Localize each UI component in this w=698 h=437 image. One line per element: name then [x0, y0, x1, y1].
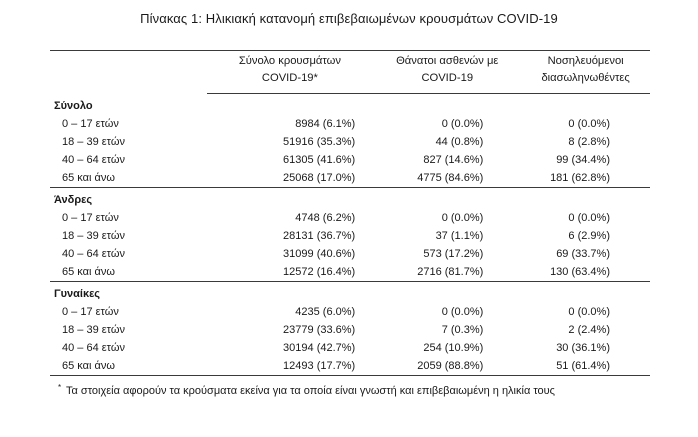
cases-cell: 25068 (17.0%): [283, 172, 356, 184]
table-row: 65 και άνω 12572 (16.4%) 2716 (81.7%) 13…: [50, 263, 650, 282]
cases-cell: 12572 (16.4%): [283, 266, 356, 278]
deaths-cell: 573 (17.2%): [423, 248, 484, 260]
deaths-cell: 4775 (84.6%): [417, 172, 484, 184]
header-cases-line1: Σύνολο κρουσμάτων: [238, 55, 341, 67]
table-title: Πίνακας 1: Ηλικιακή κατανομή επιβεβαιωμέ…: [140, 11, 558, 26]
footnote: * Τα στοιχεία αφορούν τα κρούσματα εκείν…: [58, 383, 555, 397]
intubated-cell: 51 (61.4%): [521, 357, 650, 376]
group-header-row: Γυναίκες: [50, 281, 650, 303]
deaths-cell: 44 (0.8%): [435, 136, 484, 148]
age-label: 0 – 17 ετών: [62, 306, 119, 318]
table-row: 40 – 64 ετών 61305 (41.6%) 827 (14.6%) 9…: [50, 151, 650, 169]
deaths-cell: 254 (10.9%): [423, 342, 484, 354]
header-deaths-line2: COVID-19: [421, 72, 474, 84]
age-label: 18 – 39 ετών: [62, 136, 125, 148]
deaths-cell: 0 (0.0%): [441, 212, 484, 224]
deaths-cell: 2716 (81.7%): [417, 266, 484, 278]
group-header-row: Άνδρες: [50, 187, 650, 209]
age-label: 0 – 17 ετών: [62, 118, 119, 130]
table-container: Σύνολο κρουσμάτων COVID-19* Θάνατοι ασθε…: [50, 50, 650, 376]
age-label: 65 και άνω: [62, 266, 115, 278]
cases-cell: 12493 (17.7%): [206, 357, 374, 376]
age-label: 0 – 17 ετών: [62, 212, 119, 224]
header-intubated-line2: διασωληνωθέντες: [541, 72, 630, 84]
group-title: Άνδρες: [50, 187, 650, 209]
age-label: 18 – 39 ετών: [62, 324, 125, 336]
group-title: Σύνολο: [54, 99, 93, 112]
group-women: Γυναίκες 0 – 17 ετών 4235 (6.0%) 0 (0.0%…: [50, 281, 650, 376]
table-row: 18 – 39 ετών 23779 (33.6%) 7 (0.3%) 2 (2…: [50, 321, 650, 339]
group-header-row: Σύνολο: [50, 94, 650, 116]
header-intubated-line1: Νοσηλευόμενοι: [547, 55, 624, 67]
footnote-text: Τα στοιχεία αφορούν τα κρούσματα εκείνα …: [65, 385, 555, 397]
table-row: 40 – 64 ετών 30194 (42.7%) 254 (10.9%) 3…: [50, 339, 650, 357]
header-cases: Σύνολο κρουσμάτων COVID-19*: [206, 50, 374, 94]
deaths-cell: 2059 (88.8%): [373, 357, 522, 376]
cases-cell: 23779 (33.6%): [283, 324, 356, 336]
age-label: 40 – 64 ετών: [62, 248, 125, 260]
table-row: 18 – 39 ετών 51916 (35.3%) 44 (0.8%) 8 (…: [50, 133, 650, 151]
intubated-cell: 30 (36.1%): [556, 342, 610, 354]
intubated-cell: 0 (0.0%): [568, 118, 610, 130]
intubated-cell: 0 (0.0%): [568, 306, 610, 318]
cases-cell: 4748 (6.2%): [295, 212, 356, 224]
age-label: 18 – 39 ετών: [62, 230, 125, 242]
table-row: 18 – 39 ετών 28131 (36.7%) 37 (1.1%) 6 (…: [50, 227, 650, 245]
group-title: Γυναίκες: [50, 281, 650, 303]
age-label: 65 και άνω: [50, 357, 207, 376]
intubated-cell: 0 (0.0%): [568, 212, 610, 224]
group-total: Σύνολο 0 – 17 ετών 8984 (6.1%) 0 (0.0%) …: [50, 94, 650, 188]
deaths-cell: 0 (0.0%): [441, 306, 484, 318]
age-label: 65 και άνω: [62, 172, 115, 184]
intubated-cell: 2 (2.4%): [568, 324, 610, 336]
deaths-cell: 7 (0.3%): [441, 324, 484, 336]
header-deaths-line1: Θάνατοι ασθενών με: [396, 55, 499, 67]
age-label: 40 – 64 ετών: [62, 154, 125, 166]
intubated-cell: 8 (2.8%): [568, 136, 610, 148]
cases-cell: 4235 (6.0%): [295, 306, 356, 318]
intubated-cell: 181 (62.8%): [550, 172, 610, 184]
table-row: 0 – 17 ετών 8984 (6.1%) 0 (0.0%) 0 (0.0%…: [50, 115, 650, 133]
group-men: Άνδρες 0 – 17 ετών 4748 (6.2%) 0 (0.0%) …: [50, 187, 650, 282]
table-row: 0 – 17 ετών 4235 (6.0%) 0 (0.0%) 0 (0.0%…: [50, 303, 650, 321]
footnote-marker: *: [58, 383, 62, 392]
header-cases-line2: COVID-19*: [261, 72, 318, 84]
age-label: 40 – 64 ετών: [62, 342, 125, 354]
cases-cell: 28131 (36.7%): [283, 230, 356, 242]
cases-cell: 31099 (40.6%): [283, 248, 356, 260]
header-age-column: [50, 51, 207, 94]
deaths-cell: 37 (1.1%): [435, 230, 484, 242]
deaths-cell: 0 (0.0%): [441, 118, 484, 130]
table-row: 0 – 17 ετών 4748 (6.2%) 0 (0.0%) 0 (0.0%…: [50, 209, 650, 227]
cases-cell: 8984 (6.1%): [295, 118, 356, 130]
table-row: 65 και άνω 25068 (17.0%) 4775 (84.6%) 18…: [50, 169, 650, 188]
cases-cell: 30194 (42.7%): [283, 342, 356, 354]
table-row: 65 και άνω 12493 (17.7%) 2059 (88.8%) 51…: [50, 357, 650, 376]
intubated-cell: 130 (63.4%): [550, 266, 610, 278]
header-deaths: Θάνατοι ασθενών με COVID-19: [373, 50, 522, 94]
intubated-cell: 6 (2.9%): [568, 230, 610, 242]
age-distribution-table: Σύνολο κρουσμάτων COVID-19* Θάνατοι ασθε…: [50, 50, 650, 376]
intubated-cell: 99 (34.4%): [556, 154, 610, 166]
intubated-cell: 69 (33.7%): [556, 248, 610, 260]
cases-cell: 61305 (41.6%): [283, 154, 356, 166]
header-intubated: Νοσηλευόμενοι διασωληνωθέντες: [521, 50, 650, 94]
cases-cell: 51916 (35.3%): [283, 136, 356, 148]
header-row: Σύνολο κρουσμάτων COVID-19* Θάνατοι ασθε…: [50, 50, 650, 94]
deaths-cell: 827 (14.6%): [423, 154, 484, 166]
table-row: 40 – 64 ετών 31099 (40.6%) 573 (17.2%) 6…: [50, 245, 650, 263]
